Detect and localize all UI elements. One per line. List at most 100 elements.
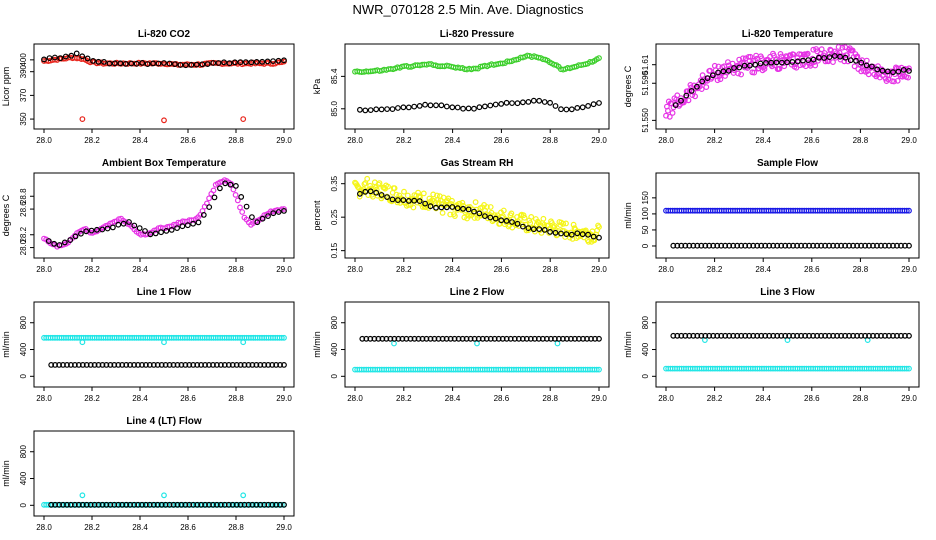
data-point — [438, 204, 445, 211]
data-point — [240, 339, 247, 346]
data-point — [590, 233, 597, 240]
data-point — [498, 217, 505, 224]
data-point — [107, 501, 114, 508]
y-tick-label: 85.4 — [330, 68, 339, 84]
series-cyan — [41, 334, 287, 346]
data-point — [782, 332, 789, 339]
data-point — [794, 58, 801, 65]
data-point — [52, 54, 58, 61]
y-tick-label: 28.0 — [19, 239, 28, 255]
chart-gas-stream-rh: Gas Stream RH percent 28.0 28.2 28.4 28.6 28.8… — [312, 158, 610, 274]
data-point — [906, 242, 912, 249]
data-point — [443, 103, 450, 110]
data-point — [190, 501, 197, 508]
data-point — [367, 182, 374, 189]
data-point — [277, 501, 284, 508]
data-point — [174, 362, 181, 368]
data-point — [123, 362, 130, 368]
data-point — [115, 501, 122, 508]
chart-title: Line 4 (LT) Flow — [126, 416, 202, 427]
y-axis-label: kPa — [312, 79, 322, 95]
data-point — [71, 362, 78, 368]
data-point — [198, 501, 205, 508]
data-point — [525, 98, 532, 105]
data-point — [178, 501, 185, 508]
data-point — [264, 58, 271, 65]
data-point — [487, 335, 494, 342]
x-tick-label: 29.0 — [591, 136, 607, 145]
data-point — [842, 54, 849, 61]
data-point — [491, 335, 498, 342]
data-point — [190, 220, 197, 227]
data-point — [482, 103, 488, 110]
data-point — [776, 65, 783, 72]
y-tick-label: 0.15 — [330, 242, 339, 258]
data-point — [391, 340, 397, 347]
data-point — [275, 57, 282, 64]
data-point — [769, 63, 775, 70]
data-point — [127, 501, 134, 508]
x-tick-label: 28.6 — [494, 394, 510, 403]
x-tick-label: 28.2 — [84, 265, 100, 274]
data-point — [683, 92, 690, 99]
x-tick-label: 28.6 — [180, 394, 196, 403]
data-point — [405, 197, 412, 204]
data-point — [560, 220, 567, 227]
data-point — [816, 54, 822, 61]
y-tick-label: 150 — [641, 191, 650, 205]
data-point — [474, 340, 480, 347]
data-point — [547, 228, 553, 235]
data-point — [84, 55, 91, 62]
data-point — [79, 339, 86, 346]
data-point — [554, 340, 561, 347]
x-tick-label: 28.8 — [228, 523, 244, 532]
data-point — [875, 63, 881, 70]
data-point — [152, 230, 159, 237]
data-point — [685, 97, 692, 104]
data-point — [215, 60, 222, 66]
data-point — [475, 335, 482, 342]
data-point — [585, 102, 591, 109]
data-point — [117, 60, 124, 67]
data-point — [245, 501, 252, 508]
data-point — [95, 58, 102, 65]
x-tick-label: 28.8 — [228, 136, 244, 145]
y-tick-label: 400 — [19, 471, 28, 485]
data-point — [237, 501, 244, 508]
data-point — [281, 57, 287, 64]
data-point — [361, 181, 368, 188]
data-point — [144, 61, 151, 67]
data-point — [891, 78, 897, 85]
data-point — [195, 219, 202, 226]
data-point — [459, 199, 466, 206]
data-point — [451, 335, 458, 342]
series-blue — [663, 207, 912, 214]
data-point — [427, 102, 434, 109]
data-point — [67, 237, 74, 244]
data-point — [568, 229, 575, 236]
x-tick-label: 28.4 — [132, 265, 148, 274]
series-black — [359, 335, 602, 342]
data-point — [383, 335, 390, 342]
data-point — [818, 46, 825, 53]
data-point — [182, 62, 189, 69]
data-point — [142, 501, 149, 508]
data-point — [903, 207, 910, 214]
data-point — [596, 335, 602, 342]
y-tick-label: 400 — [19, 342, 28, 356]
data-point — [99, 226, 106, 233]
data-point — [814, 48, 820, 55]
data-point — [789, 59, 796, 65]
data-point — [520, 212, 527, 219]
data-point — [362, 188, 369, 195]
data-point — [422, 200, 429, 207]
data-point — [452, 213, 458, 220]
data-point — [190, 362, 197, 368]
data-point — [508, 210, 515, 217]
x-tick-label: 28.2 — [707, 394, 723, 403]
x-tick-label: 28.8 — [853, 265, 869, 274]
data-point — [79, 362, 86, 368]
data-point — [536, 226, 543, 233]
data-point — [731, 65, 737, 71]
